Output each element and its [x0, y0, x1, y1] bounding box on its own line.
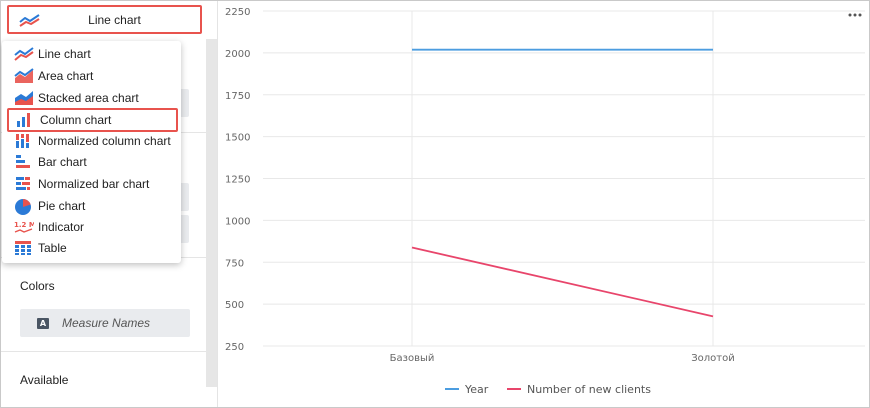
menu-item-label: Normalized bar chart: [38, 177, 150, 191]
menu-item-bar-chart[interactable]: Bar chart: [2, 152, 181, 173]
menu-item-label: Area chart: [38, 69, 94, 83]
available-section-title: Available: [20, 373, 69, 387]
column-chart-icon: [14, 112, 32, 129]
y-tick-label: 1750: [225, 91, 250, 102]
normalized-column-chart-icon: [14, 133, 32, 150]
y-tick-label: 1250: [225, 175, 250, 186]
measure-names-label: Measure Names: [62, 316, 151, 330]
legend-label: Year: [464, 383, 489, 396]
menu-item-label: Line chart: [38, 47, 91, 61]
visualization-type-dropdown: Line chart Area chart Stacked area chart: [2, 41, 181, 263]
series-line-new-clients: [411, 246, 714, 318]
table-icon: [14, 240, 32, 257]
normalized-bar-chart-icon: [14, 176, 32, 193]
menu-item-stacked-area-chart[interactable]: Stacked area chart: [2, 88, 181, 109]
menu-item-label: Normalized column chart: [38, 134, 171, 148]
stacked-area-chart-icon: [14, 90, 33, 107]
y-tick-label: 2000: [225, 49, 250, 60]
line-chart-icon: [14, 46, 34, 63]
menu-item-area-chart[interactable]: Area chart: [2, 66, 181, 87]
menu-item-table[interactable]: Table: [2, 238, 181, 259]
menu-item-label: Table: [38, 241, 67, 255]
menu-item-label: Stacked area chart: [38, 91, 139, 105]
menu-item-pie-chart[interactable]: Pie chart: [2, 196, 181, 217]
y-tick-label: 500: [225, 300, 244, 311]
menu-item-line-chart[interactable]: Line chart: [2, 44, 181, 65]
indicator-icon-text: 1.2 M: [14, 221, 34, 229]
panel-scrollbar[interactable]: [206, 39, 217, 387]
legend-label: Number of new clients: [527, 383, 651, 396]
menu-item-label: Column chart: [40, 113, 112, 127]
more-options-icon[interactable]: [847, 7, 863, 17]
y-tick-label: 750: [225, 258, 244, 269]
section-divider: [1, 351, 206, 352]
menu-item-label: Indicator: [38, 220, 85, 234]
menu-item-indicator[interactable]: 1.2 M Indicator: [2, 217, 181, 238]
menu-item-normalized-bar-chart[interactable]: Normalized bar chart: [2, 174, 181, 195]
line-chart: 250 500 750 1000 1250 1500 1750 2000 2250 Базовый…: [225, 7, 865, 396]
x-tick-label: Базовый: [390, 353, 435, 364]
area-chart-icon: [14, 68, 34, 85]
menu-item-normalized-column-chart[interactable]: Normalized column chart: [2, 131, 181, 152]
menu-item-label: Bar chart: [38, 155, 87, 169]
dimension-badge: A: [37, 318, 49, 329]
x-tick-label: Золотой: [691, 353, 734, 364]
menu-item-label: Pie chart: [38, 199, 86, 213]
visualization-type-select[interactable]: Line chart: [7, 5, 202, 34]
measure-names-chip[interactable]: A Measure Names: [20, 309, 190, 337]
chart-area: 250 500 750 1000 1250 1500 1750 2000 2250 Базовый…: [219, 1, 869, 407]
y-tick-label: 2250: [225, 7, 250, 18]
colors-section-title: Colors: [20, 279, 55, 293]
visualization-type-label: Line chart: [88, 13, 141, 27]
indicator-icon: 1.2 M: [14, 219, 36, 236]
pie-chart-icon: [14, 198, 32, 215]
y-tick-label: 1500: [225, 133, 250, 144]
y-tick-label: 250: [225, 342, 244, 353]
line-chart-icon: [19, 12, 41, 33]
y-tick-label: 1000: [225, 216, 250, 227]
menu-item-column-chart[interactable]: Column chart: [7, 108, 178, 132]
bar-chart-icon: [14, 154, 32, 171]
